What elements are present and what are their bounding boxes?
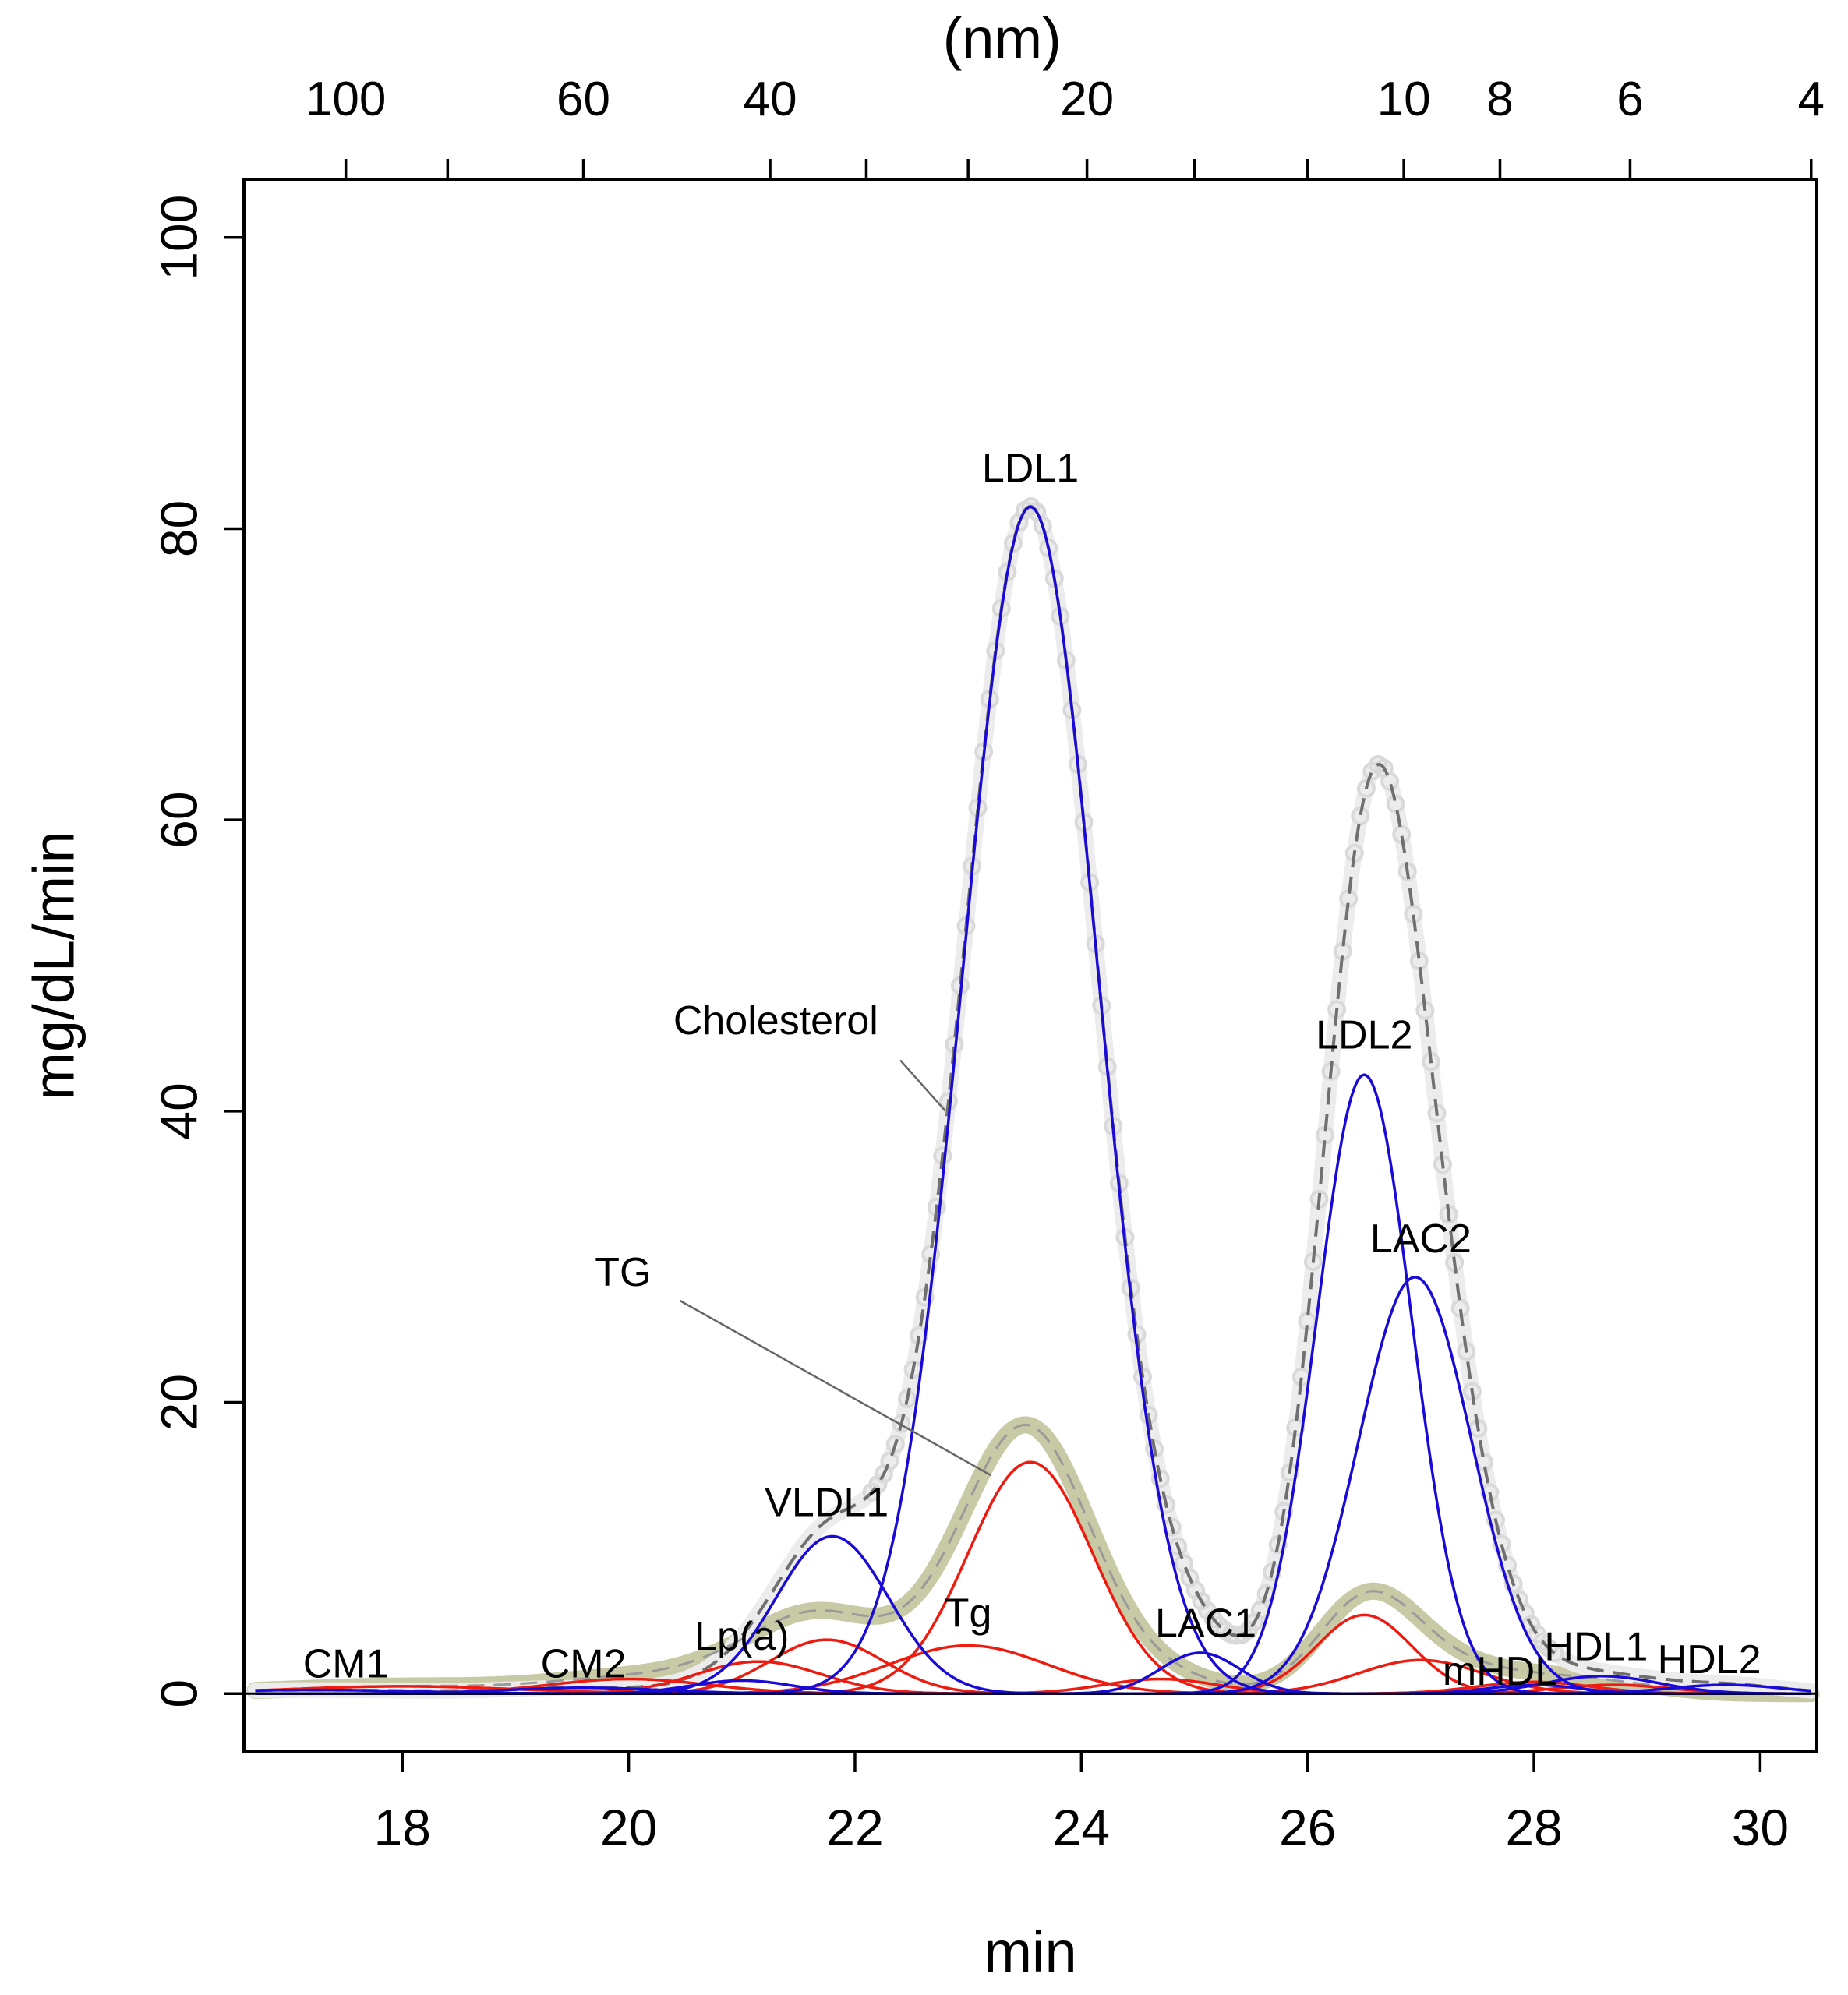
cholesterol-curve-ldl1	[255, 505, 1811, 1696]
observed-point	[880, 1451, 899, 1471]
fitted-cholesterol-total	[255, 504, 1811, 1693]
top-tick-label: 100	[306, 72, 386, 126]
component-curves-layer	[255, 504, 1811, 1696]
label-cholesterol: Cholesterol	[673, 998, 878, 1043]
observed-point	[1480, 1483, 1500, 1502]
top-tick-label: 4	[1797, 72, 1824, 126]
y-tick-label: 80	[150, 500, 207, 557]
observed-point	[885, 1435, 905, 1454]
label-mhdl: mHDL	[1443, 1649, 1557, 1694]
observed-point	[1263, 1562, 1282, 1582]
observed-point	[1498, 1555, 1518, 1575]
observed-point	[1039, 538, 1058, 558]
x-tick-label: 26	[1279, 1799, 1336, 1856]
y-tick-label: 0	[150, 1679, 207, 1708]
observed-point	[1150, 1469, 1170, 1488]
label-hdl2: HDL2	[1658, 1637, 1761, 1683]
observed-point	[1157, 1495, 1176, 1514]
x-tick-label: 20	[600, 1799, 657, 1856]
observed-point	[1356, 779, 1376, 798]
observed-cholesterol-trace	[247, 499, 1819, 1699]
observed-point	[1486, 1510, 1505, 1530]
label-tg: Tg	[945, 1591, 992, 1636]
label-cm1: CM1	[303, 1642, 389, 1687]
observed-point	[1003, 534, 1023, 553]
top-tick-label: 20	[1060, 72, 1114, 126]
label-tg: TG	[595, 1250, 651, 1295]
observed-data-layer	[246, 497, 1820, 1703]
y-tick-label: 40	[150, 1082, 207, 1139]
observed-point	[1192, 1591, 1211, 1611]
axes-layer: 18 20 22 24 26 28 30 0 20 40 60 80 100 100 60 40 20 10 8 6 4	[150, 72, 1825, 1856]
x-tick-label: 22	[826, 1799, 883, 1856]
label-lac2: LAC2	[1370, 1216, 1472, 1262]
leader-line-tg	[679, 1299, 991, 1477]
top-tick-label: 40	[744, 72, 797, 126]
observed-point	[1503, 1574, 1523, 1594]
observed-point	[1033, 516, 1052, 535]
top-tick-label: 6	[1617, 72, 1643, 126]
label-lac1: LAC1	[1155, 1601, 1256, 1646]
observed-point	[1492, 1534, 1511, 1554]
x-tick-label: 28	[1505, 1799, 1562, 1856]
observed-point	[898, 1389, 917, 1408]
label-ldl1: LDL1	[982, 447, 1079, 492]
y-tick-label: 60	[150, 791, 207, 848]
y-tick-label: 20	[150, 1374, 207, 1431]
label-hdl1: HDL1	[1544, 1624, 1648, 1669]
leader-line-cholesterol	[899, 1059, 947, 1112]
x-tick-label: 24	[1053, 1799, 1110, 1856]
label-vldl1: VLDL1	[765, 1480, 889, 1525]
x-tick-label: 30	[1732, 1799, 1789, 1856]
observed-point	[1386, 794, 1405, 814]
x-axis-title: min	[984, 1919, 1076, 1984]
plot-frame	[242, 178, 1818, 1753]
y-tick-label: 100	[150, 195, 207, 281]
top-axis-title: (nm)	[943, 6, 1062, 71]
x-tick-label: 18	[374, 1799, 431, 1856]
label-cm2: CM2	[541, 1642, 627, 1687]
label-ldl2: LDL2	[1316, 1013, 1412, 1058]
cholesterol-curve-ldl2	[255, 1073, 1811, 1696]
observed-point	[1545, 1644, 1564, 1663]
y-axis-title: mg/dL/min	[22, 831, 87, 1100]
observed-point	[892, 1414, 911, 1433]
observed-point	[1380, 772, 1400, 791]
top-tick-label: 10	[1377, 72, 1431, 126]
label-lpa: Lp(a)	[694, 1614, 789, 1659]
top-tick-label: 60	[557, 72, 610, 126]
top-tick-label: 8	[1486, 72, 1513, 126]
